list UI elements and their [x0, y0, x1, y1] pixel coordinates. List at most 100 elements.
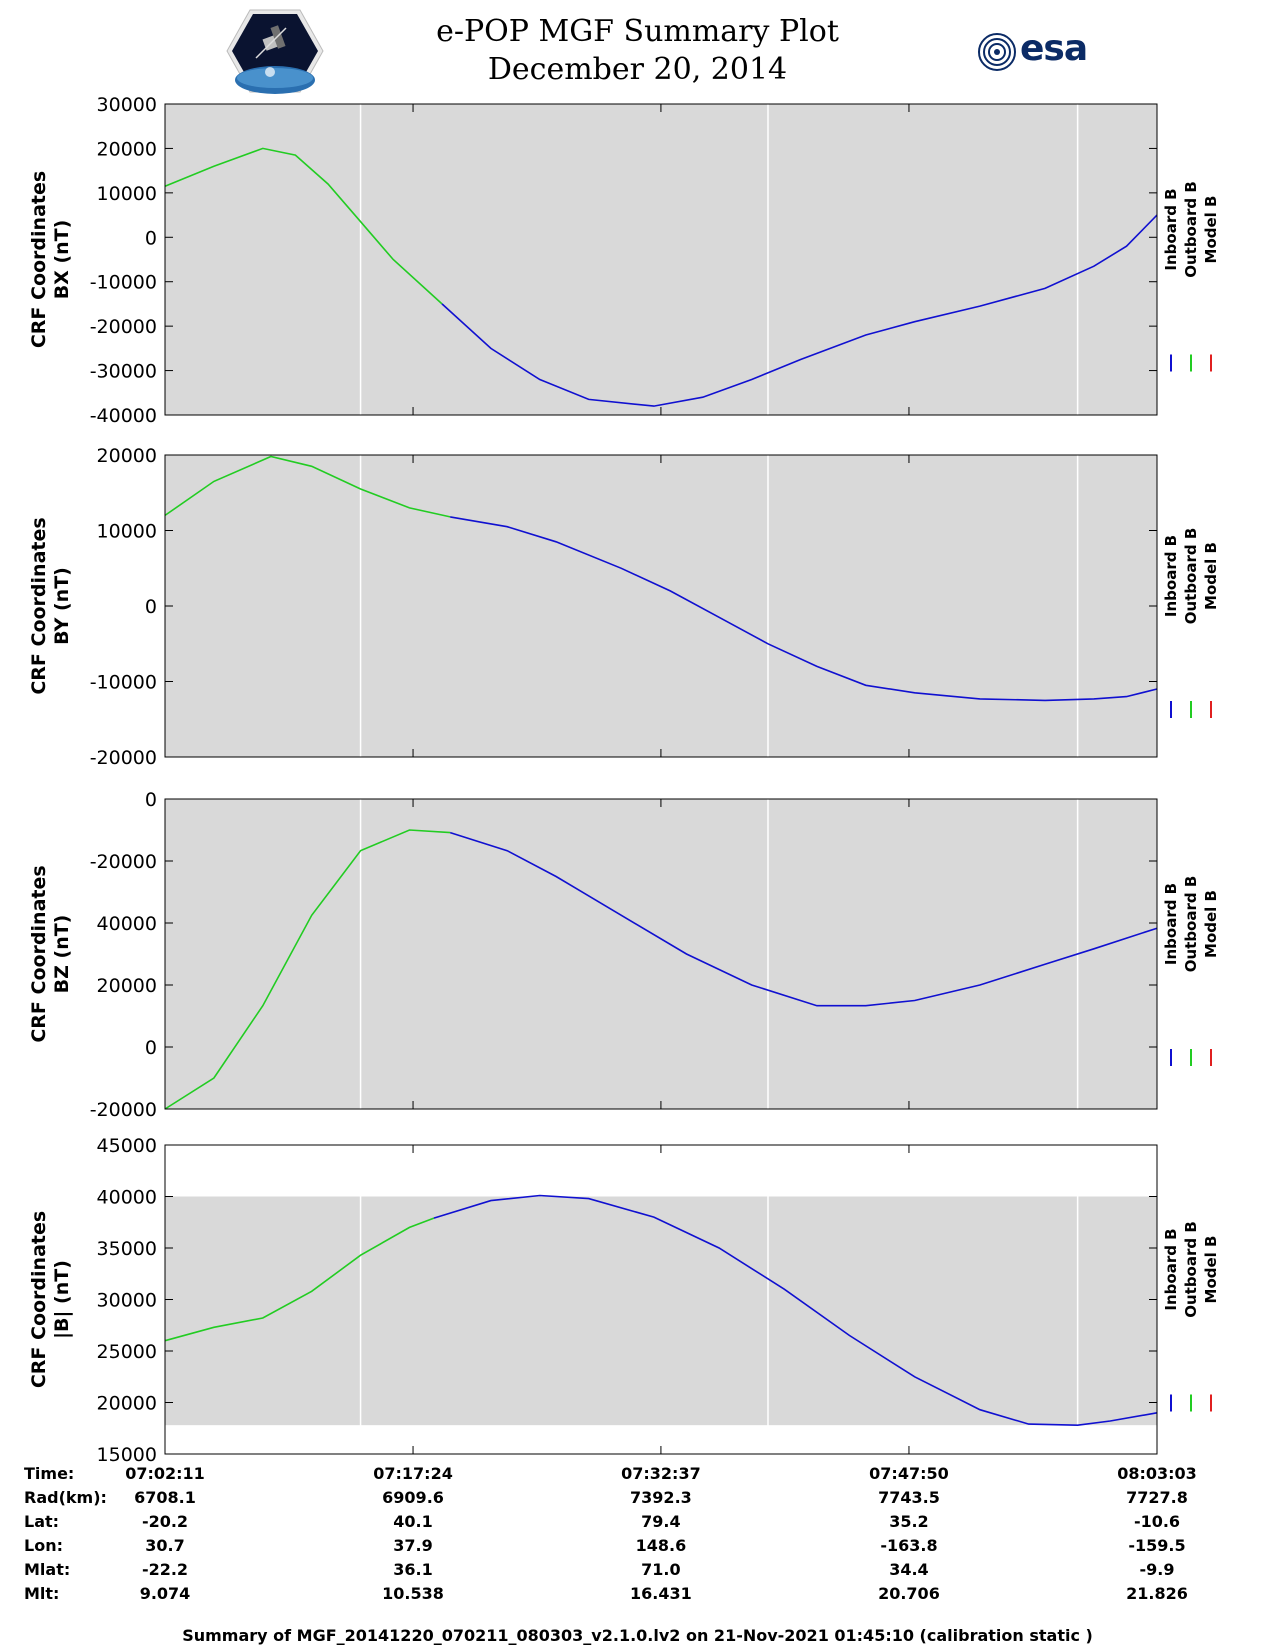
info-cell: 6909.6 — [382, 1488, 444, 1507]
legend-inboard-label-0: Inboard B — [1162, 188, 1180, 270]
ylabel-line2-0: BX (nT) — [51, 220, 73, 300]
ylabel-line1-2: CRF Coordinates — [28, 865, 50, 1042]
info-row: Lat: -20.2 40.1 79.4 35.2 -10.6 — [0, 1512, 1275, 1536]
ytick-label-3-4: 25000 — [97, 1341, 157, 1363]
series-line-0-inboard — [441, 214, 1158, 407]
series-line-1-inboard — [450, 516, 1158, 702]
info-row: Lon: 30.7 37.9 148.6 -163.8 -159.5 — [0, 1536, 1275, 1560]
chart-subtitle: December 20, 2014 — [487, 52, 788, 87]
info-cell: 10.538 — [382, 1584, 444, 1603]
info-cell: 07:02:11 — [125, 1464, 205, 1483]
ytick-label-2-4: 0 — [145, 1037, 157, 1059]
plots-canvas: 30000 20000 10000 0 -10000 -20000 -30000 -40000… — [28, 94, 1220, 1464]
legend-inboard-label-2: Inboard B — [1162, 883, 1180, 965]
ylabel-line2-1: BY (nT) — [51, 567, 73, 645]
ytick-label-0-4: -10000 — [90, 272, 157, 294]
series-line-2-outboard — [164, 829, 451, 1110]
ytick-label-3-0: 45000 — [97, 1135, 157, 1157]
series-line-2-inboard — [449, 831, 1158, 1007]
info-row-label: Mlat: — [24, 1560, 71, 1579]
info-cell: 148.6 — [635, 1536, 687, 1555]
plot-area-0 — [165, 104, 1157, 415]
ytick-label-3-1: 40000 — [97, 1187, 157, 1209]
ylabel-line1-3: CRF Coordinates — [28, 1211, 50, 1388]
ytick-label-2-3: 20000 — [97, 975, 157, 997]
info-cell: 9.074 — [139, 1584, 191, 1603]
ytick-label-0-6: -30000 — [90, 361, 157, 383]
info-cell: 07:32:37 — [621, 1464, 701, 1483]
plot-data-band-3 — [165, 1196, 1157, 1426]
ytick-label-0-7: -40000 — [90, 405, 157, 427]
ytick-label-3-6: 15000 — [97, 1444, 157, 1464]
series-line-0-outboard — [164, 147, 443, 305]
info-row: Mlat: -22.2 36.1 71.0 34.4 -9.9 — [0, 1560, 1275, 1584]
ylabel-line2-3: |B| (nT) — [51, 1260, 73, 1339]
info-cell: 35.2 — [889, 1512, 929, 1531]
legend-model-label-0: Model B — [1202, 196, 1220, 264]
footer-caption: Summary of MGF_20141220_070211_080303_v2… — [182, 1626, 1093, 1645]
info-cell: 79.4 — [641, 1512, 681, 1531]
info-row: Mlt: 9.074 10.538 16.431 20.706 21.826 — [0, 1584, 1275, 1608]
series-line-3-outboard — [164, 1217, 435, 1342]
ylabel-line1-1: CRF Coordinates — [28, 517, 50, 694]
info-cell: 7727.8 — [1126, 1488, 1188, 1507]
ytick-label-1-3: -10000 — [90, 672, 157, 694]
series-line-3-inboard — [433, 1194, 1158, 1427]
ytick-label-2-1: -20000 — [90, 851, 157, 873]
info-row-label: Lon: — [24, 1536, 63, 1555]
ytick-label-0-1: 20000 — [97, 138, 157, 160]
ytick-label-0-0: 30000 — [97, 94, 157, 116]
ytick-label-2-0: 0 — [145, 789, 157, 811]
info-row: Time: 07:02:11 07:17:24 07:32:37 07:47:50 08:… — [0, 1464, 1275, 1488]
info-cell: 36.1 — [393, 1560, 433, 1579]
chart-title: e-POP MGF Summary Plot — [436, 14, 839, 49]
info-cell: 7392.3 — [630, 1488, 692, 1507]
plot-area-1 — [165, 455, 1157, 757]
info-cell: 71.0 — [641, 1560, 681, 1579]
info-cell: 40.1 — [393, 1512, 433, 1531]
ytick-label-1-0: 20000 — [97, 445, 157, 467]
ytick-label-2-2: 40000 — [97, 913, 157, 935]
esa-logo — [978, 33, 1016, 71]
ytick-label-3-2: 35000 — [97, 1238, 157, 1260]
info-cell: 6708.1 — [134, 1488, 196, 1507]
legend-model-label-2: Model B — [1202, 890, 1220, 958]
ytick-label-0-3: 0 — [145, 227, 157, 249]
info-cell: -10.6 — [1133, 1512, 1181, 1531]
legend-outboard-label-0: Outboard B — [1182, 181, 1200, 278]
info-cell: 16.431 — [630, 1584, 692, 1603]
ytick-label-0-5: -20000 — [90, 316, 157, 338]
legend-outboard-label-2: Outboard B — [1182, 876, 1200, 973]
info-cell: -20.2 — [141, 1512, 189, 1531]
info-row: Rad(km): 6708.1 6909.6 7392.3 7743.5 7727.8 — [0, 1488, 1275, 1512]
ytick-label-1-4: -20000 — [90, 747, 157, 769]
legend-inboard-label-3: Inboard B — [1162, 1228, 1180, 1310]
legend-inboard-label-1: Inboard B — [1162, 535, 1180, 617]
ylabel-line2-2: BZ (nT) — [51, 915, 73, 994]
ytick-label-1-2: 0 — [145, 596, 157, 618]
legend-outboard-label-3: Outboard B — [1182, 1221, 1200, 1318]
info-cell: 07:47:50 — [869, 1464, 949, 1483]
cassiope-mission-logo — [226, 9, 324, 94]
esa-logo-text: esa — [1020, 28, 1088, 69]
series-line-1-outboard — [164, 455, 451, 518]
ytick-label-3-5: 20000 — [97, 1393, 157, 1415]
info-cell: 07:17:24 — [373, 1464, 453, 1483]
ytick-label-3-3: 30000 — [97, 1290, 157, 1312]
info-cell: 37.9 — [393, 1536, 433, 1555]
info-row-label: Rad(km): — [24, 1488, 107, 1507]
info-cell: 7743.5 — [878, 1488, 940, 1507]
info-cell: -159.5 — [1128, 1536, 1186, 1555]
info-row-label: Lat: — [24, 1512, 60, 1531]
info-cell: -22.2 — [141, 1560, 189, 1579]
info-cell: 21.826 — [1126, 1584, 1188, 1603]
info-cell: -9.9 — [1139, 1560, 1175, 1579]
plot-area-2 — [165, 799, 1157, 1109]
info-cell: 30.7 — [145, 1536, 185, 1555]
legend-model-label-3: Model B — [1202, 1236, 1220, 1304]
info-cell: 08:03:03 — [1117, 1464, 1197, 1483]
info-cell: 34.4 — [889, 1560, 929, 1579]
legend-outboard-label-1: Outboard B — [1182, 528, 1200, 625]
ylabel-line1-0: CRF Coordinates — [28, 171, 50, 348]
info-cell: 20.706 — [878, 1584, 940, 1603]
